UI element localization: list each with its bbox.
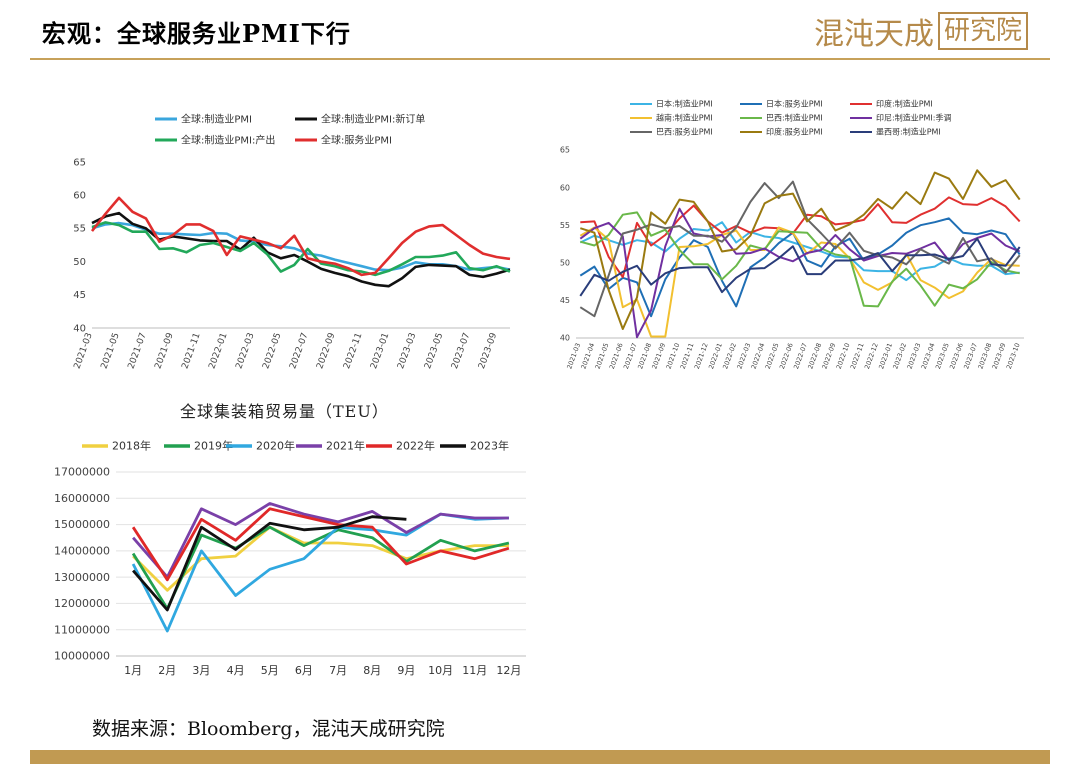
y-tick-label: 13000000 — [54, 571, 110, 584]
legend-label-3: 越南:制造业PMI — [656, 113, 713, 123]
x-tick-label: 2022-03 — [234, 332, 256, 371]
y-tick-label: 16000000 — [54, 492, 110, 505]
legend-label-1: 2019年 — [194, 439, 233, 453]
series-line-2 — [580, 196, 1021, 279]
series-line-2 — [91, 221, 511, 277]
series-line-3 — [90, 196, 511, 277]
series-line-8 — [579, 237, 1021, 297]
x-tick-label: 2023-07 — [450, 332, 472, 371]
legend-label-5: 印尼:制造业PMI:季调 — [876, 113, 951, 123]
y-tick-label: 40 — [560, 334, 570, 343]
series-line-1 — [131, 525, 510, 611]
y-tick-label: 10000000 — [54, 650, 110, 663]
series-line-3 — [579, 226, 1020, 338]
y-tick-label: 15000000 — [54, 518, 110, 531]
series-line-3 — [132, 502, 509, 579]
x-tick-label: 6月 — [295, 664, 313, 677]
y-tick-label: 45 — [560, 296, 570, 305]
x-tick-label: 2021-09 — [153, 331, 175, 370]
legend-label-0: 2018年 — [112, 439, 151, 453]
legend-label-3: 2021年 — [326, 439, 365, 453]
series-line-4 — [580, 211, 1020, 308]
y-tick-label: 65 — [73, 157, 86, 168]
y-tick-label: 60 — [560, 183, 570, 192]
legend-label-1: 日本:服务业PMI — [766, 99, 823, 109]
x-tick-label: 5月 — [261, 664, 279, 677]
x-tick-label: 2021-07 — [126, 332, 148, 371]
header-divider — [30, 58, 1050, 60]
series-line-0 — [579, 221, 1020, 282]
y-tick-label: 12000000 — [54, 597, 110, 610]
footer-bar — [30, 750, 1050, 764]
y-tick-label: 11000000 — [54, 623, 110, 636]
legend-label-0: 日本:制造业PMI — [656, 99, 713, 109]
legend-label-8: 墨西哥:制造业PMI — [876, 127, 941, 137]
x-tick-label: 2021-03 — [73, 332, 95, 371]
x-tick-label: 2022-07 — [288, 332, 310, 371]
y-tick-label: 55 — [73, 224, 86, 235]
page-title: 宏观：全球服务业PMI下行 — [42, 19, 351, 48]
legend-label-7: 印度:服务业PMI — [766, 127, 823, 137]
y-tick-label: 60 — [73, 191, 86, 202]
x-tick-label: 7月 — [329, 664, 347, 677]
legend-label-2: 全球:制造业PMI:产出 — [181, 133, 275, 146]
x-tick-label: 2月 — [158, 664, 176, 677]
series-line-5 — [132, 515, 407, 612]
series-line-4 — [131, 507, 510, 582]
brand-box-text: 研究院 — [937, 12, 1028, 50]
legend-label-0: 全球:制造业PMI — [181, 112, 252, 125]
global-pmi-chart: 40 45 50 55 60 65 2021-03 2021-05 2021-07 2021-09… — [73, 112, 511, 371]
x-tick-label: 2022-05 — [261, 332, 283, 371]
legend-label-4: 巴西:制造业PMI — [766, 113, 823, 123]
x-tick-label: 2023-09 — [477, 331, 499, 370]
y-tick-label: 45 — [73, 290, 86, 301]
data-source: 数据来源：Bloomberg，混沌天成研究院 — [92, 718, 445, 740]
series-line-7 — [579, 169, 1021, 330]
x-tick-label: 2022-09 — [315, 331, 337, 370]
legend-label-1: 全球:制造业PMI:新订单 — [321, 112, 425, 125]
x-tick-label: 9月 — [397, 664, 415, 677]
brand-text: 混沌天成 — [813, 17, 934, 52]
x-tick-label: 11月 — [462, 664, 487, 677]
x-tick-label: 2023-03 — [396, 332, 418, 371]
y-tick-label: 55 — [560, 221, 570, 230]
legend-label-3: 全球:服务业PMI — [321, 133, 392, 146]
teu-chart: 10000000 11000000 12000000 13000000 14000000… — [54, 439, 526, 677]
x-tick-label: 4月 — [227, 664, 245, 677]
legend-label-2: 2020年 — [256, 439, 295, 453]
y-tick-label: 17000000 — [54, 466, 110, 479]
x-tick-label: 10月 — [428, 664, 453, 677]
x-tick-label: 2022-11 — [342, 332, 364, 371]
teu-chart-title: 全球集装箱贸易量（TEU） — [180, 402, 389, 421]
x-tick-label: 12月 — [496, 664, 521, 677]
legend-label-2: 印度:制造业PMI — [876, 99, 933, 109]
x-tick-label: 2023-05 — [423, 332, 445, 371]
series-line-6 — [579, 180, 1021, 318]
brand-logo: 混沌天成 研究院 — [814, 10, 1028, 52]
y-tick-label: 50 — [73, 257, 86, 268]
series-line-1 — [579, 217, 1021, 318]
legend-label-5: 2023年 — [470, 439, 509, 453]
x-tick-label: 2021-11 — [180, 332, 202, 371]
x-tick-label: 3月 — [192, 664, 210, 677]
legend-label-4: 2022年 — [396, 439, 435, 453]
x-tick-label: 2021-05 — [100, 332, 122, 371]
y-tick-label: 40 — [73, 323, 86, 334]
y-tick-label: 50 — [560, 258, 570, 267]
x-tick-label: 8月 — [363, 664, 381, 677]
x-tick-label: 1月 — [124, 664, 142, 677]
x-tick-label: 2023-01 — [369, 332, 391, 371]
x-tick-label: 2023-10 — [1005, 342, 1022, 370]
country-pmi-chart: 4045505560652021-032021-042021-052021-06… — [560, 99, 1024, 370]
y-tick-label: 65 — [560, 146, 570, 155]
x-tick-label: 2022-01 — [207, 332, 229, 371]
legend-label-6: 巴西:服务业PMI — [656, 127, 713, 137]
y-tick-label: 14000000 — [54, 545, 110, 558]
